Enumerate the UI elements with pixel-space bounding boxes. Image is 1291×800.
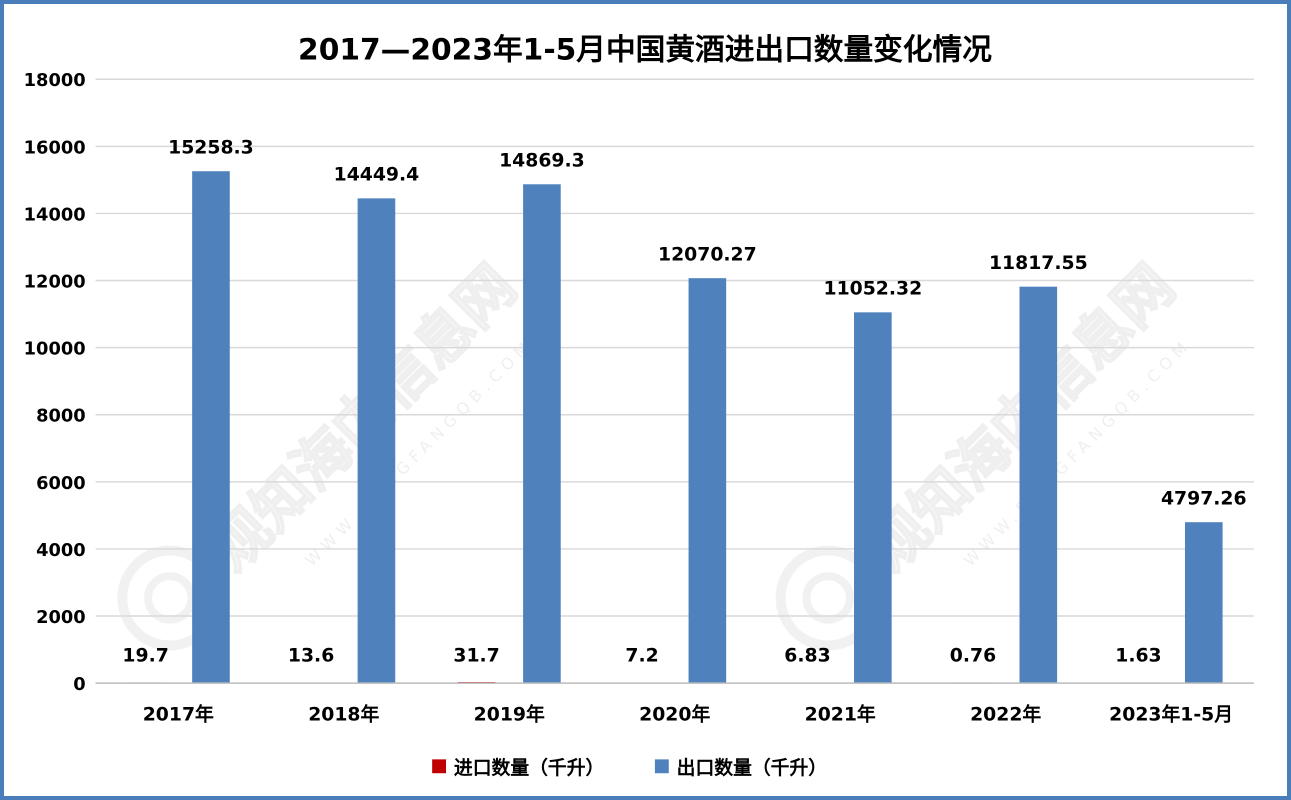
export-bar <box>688 278 727 684</box>
y-tick-label: 6000 <box>36 473 86 494</box>
x-tick-label: 2022年 <box>970 703 1041 726</box>
x-axis: 2017年 2018年 2019年 2020年 2021年 2022年 2023年1-5月 <box>95 682 1254 726</box>
import-data-label: 6.83 <box>784 645 830 666</box>
legend-label-import: 进口数量（千升） <box>454 756 604 779</box>
export-data-label: 15258.3 <box>168 137 254 158</box>
x-tick-label: 2018年 <box>308 703 379 726</box>
export-bar <box>1019 286 1058 684</box>
x-tick-label: 2019年 <box>474 703 545 726</box>
x-tick-label: 2021年 <box>805 703 876 726</box>
export-data-label: 4797.26 <box>1161 488 1247 509</box>
export-bar <box>357 198 396 684</box>
export-data-label: 11052.32 <box>823 279 922 300</box>
x-tick-label: 2017年 <box>143 703 214 726</box>
export-data-label: 12070.27 <box>658 244 757 265</box>
watermark-logo-core <box>144 572 196 624</box>
export-bar <box>854 312 892 684</box>
export-bar <box>1184 522 1223 684</box>
legend: 进口数量（千升） 出口数量（千升） <box>432 756 827 779</box>
import-data-label: 31.7 <box>453 645 499 666</box>
y-tick-label: 2000 <box>36 607 86 628</box>
legend-swatch-import <box>432 759 447 774</box>
legend-swatch-export <box>654 759 669 774</box>
bars: 19.7 15258.3 13.6 14449.4 31.7 14869.3 7.2 1207… <box>122 137 1247 684</box>
chart-title: 2017—2023年1-5月中国黄酒进出口数量变化情况 <box>298 32 992 67</box>
y-tick-label: 8000 <box>36 406 86 427</box>
y-tick-label: 4000 <box>36 540 86 561</box>
export-data-label: 14869.3 <box>499 150 585 171</box>
bar-chart: 观知海内信息网WWW.DONGFANGQB.COM 观知海内信息网WWW.DONG… <box>24 32 1254 779</box>
x-tick-label: 2020年 <box>639 703 710 726</box>
watermark-logo-core <box>802 572 854 624</box>
export-data-label: 14449.4 <box>334 165 420 186</box>
y-tick-label: 16000 <box>24 137 86 158</box>
watermark-1: 观知海内信息网WWW.DONGFANGQB.COM <box>775 251 1195 651</box>
y-axis: 0 2000 4000 6000 8000 10000 12000 14000 16000 180… <box>24 70 86 695</box>
watermark-0: 观知海内信息网WWW.DONGFANGQB.COM <box>117 251 537 651</box>
legend-label-export: 出口数量（千升） <box>677 756 827 779</box>
import-data-label: 1.63 <box>1115 645 1161 666</box>
y-tick-label: 12000 <box>24 271 86 292</box>
y-tick-label: 18000 <box>24 70 86 91</box>
import-data-label: 19.7 <box>122 645 168 666</box>
import-data-label: 0.76 <box>950 645 996 666</box>
y-tick-label: 14000 <box>24 204 86 225</box>
import-data-label: 13.6 <box>288 645 334 666</box>
export-bar <box>523 184 561 684</box>
y-tick-label: 10000 <box>24 339 86 360</box>
y-tick-label: 0 <box>73 674 85 695</box>
export-data-label: 11817.55 <box>989 253 1088 274</box>
import-data-label: 7.2 <box>625 645 658 666</box>
export-bar <box>192 171 230 684</box>
x-tick-label: 2023年1-5月 <box>1109 703 1233 726</box>
